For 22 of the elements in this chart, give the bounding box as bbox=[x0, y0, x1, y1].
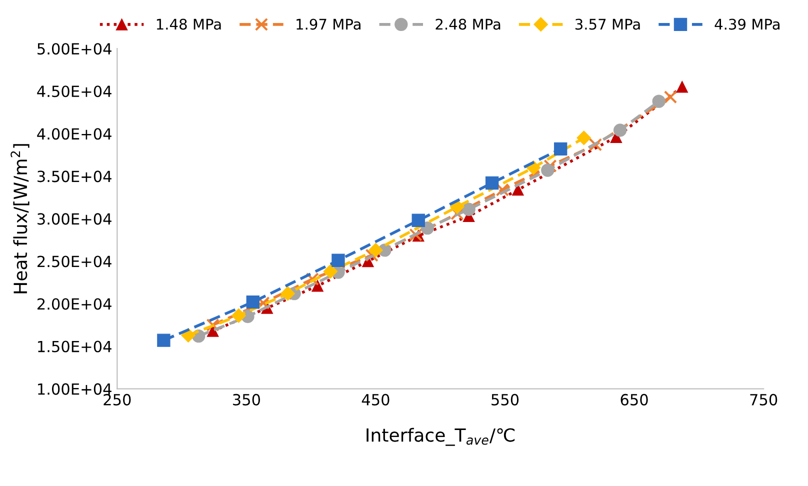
y-tick-label: 3.50E+04 bbox=[38, 170, 112, 182]
x-tick-label: 750 bbox=[750, 394, 778, 406]
legend-label: 4.39 MPa bbox=[714, 18, 780, 30]
y-tick-label: 2.00E+04 bbox=[38, 298, 112, 310]
y-tick-label: 5.00E+04 bbox=[38, 43, 112, 55]
y-tick-label: 4.00E+04 bbox=[37, 128, 112, 140]
y-tick-label: 3.00E+04 bbox=[38, 213, 112, 225]
legend-label: 1.48 MPa bbox=[156, 18, 221, 30]
y-tick-label: 1.50E+04 bbox=[38, 340, 112, 352]
x-tick-label: 450 bbox=[362, 394, 390, 406]
y-tick-label: 4.50E+04 bbox=[37, 86, 112, 98]
x-tick-label: 650 bbox=[620, 394, 648, 406]
legend-label: 1.97 MPa bbox=[296, 18, 360, 30]
x-tick-label: 250 bbox=[104, 394, 131, 406]
y-tick-label: 1.00E+04 bbox=[38, 383, 112, 395]
y-tick-label: 2.50E+04 bbox=[38, 256, 112, 268]
legend-label: 2.48 MPa bbox=[436, 18, 500, 30]
x-axis-title: Interface_T$_{ave}$/℃ bbox=[366, 428, 515, 446]
legend-label: 3.57 MPa bbox=[575, 18, 640, 30]
y-axis-title: Heat flux/[W/m$^{2}$] bbox=[10, 144, 30, 294]
x-tick-label: 550 bbox=[492, 394, 519, 406]
x-tick-label: 350 bbox=[233, 394, 260, 406]
